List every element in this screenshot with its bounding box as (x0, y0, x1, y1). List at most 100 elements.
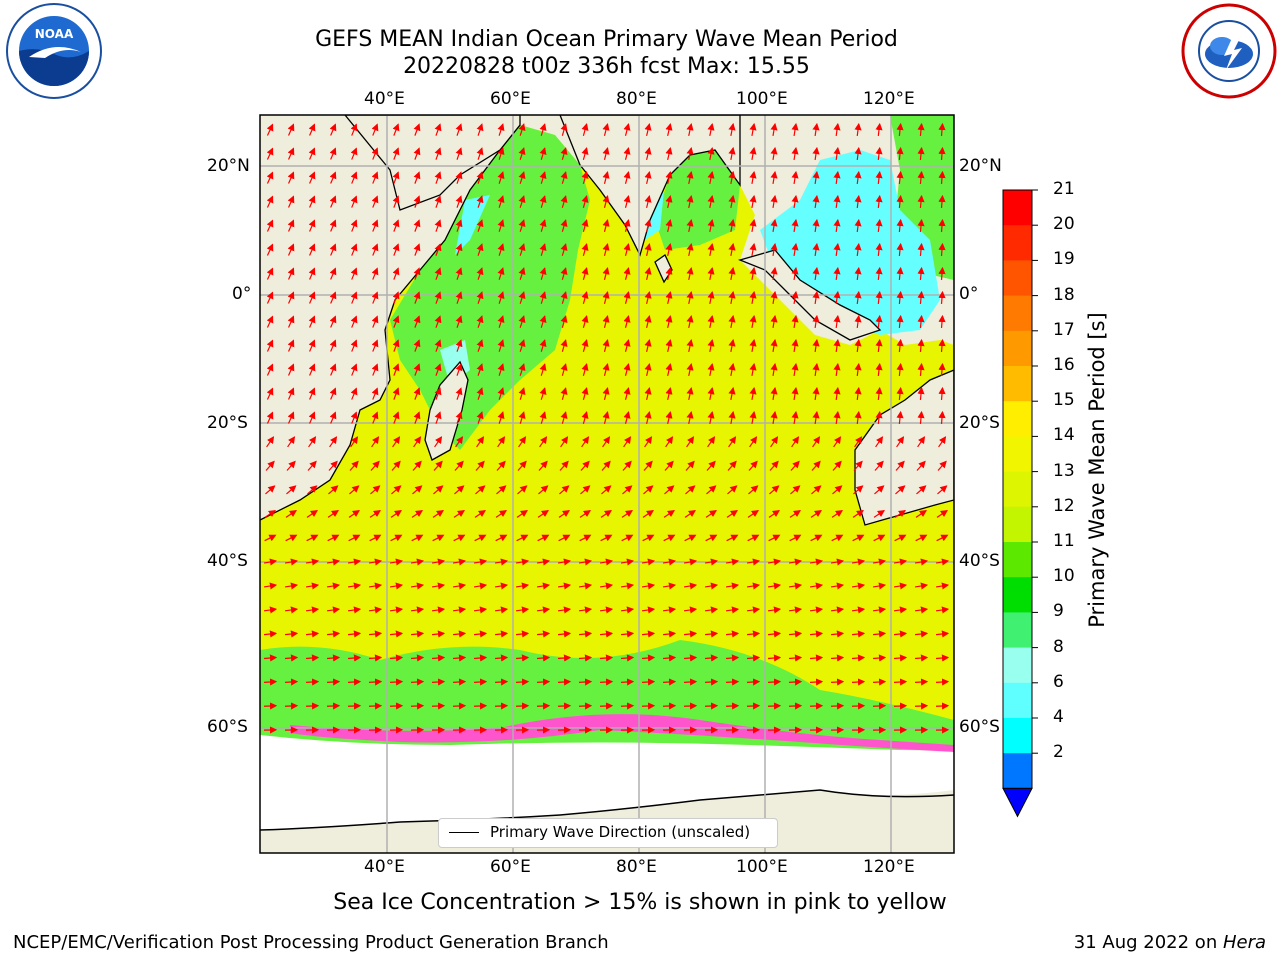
wave-arrow (308, 387, 316, 400)
colorbar-tick-label: 2 (1053, 742, 1064, 763)
wave-arrow (644, 387, 652, 400)
wave-arrow (664, 485, 675, 495)
wave-arrow (475, 485, 486, 495)
wave-arrow (287, 219, 295, 232)
colorbar-tick-label: 6 (1053, 671, 1064, 692)
wave-arrow (935, 678, 950, 686)
wave-arrow (620, 702, 635, 710)
wave-arrow (581, 267, 589, 280)
wave-arrow (875, 436, 884, 448)
wave-arrow (410, 702, 425, 710)
wave-arrow (350, 123, 358, 136)
wave-arrow (454, 485, 465, 495)
wave-arrow (854, 242, 862, 257)
wave-arrow (476, 219, 484, 232)
wave-arrow (455, 363, 463, 376)
wave-arrow (644, 147, 652, 160)
wave-arrow (728, 242, 736, 257)
wave-arrow (896, 338, 904, 353)
wave-arrow (854, 122, 862, 137)
wave-arrow (266, 411, 274, 424)
wave-arrow (392, 195, 400, 208)
wave-arrow (665, 266, 673, 280)
wave-arrow (852, 534, 865, 542)
wave-arrow (728, 194, 736, 209)
wave-arrow (770, 146, 778, 161)
wave-arrow (560, 436, 569, 448)
wave-arrow (642, 534, 655, 542)
wave-arrow (875, 218, 883, 233)
wave-arrow (263, 630, 278, 638)
wave-arrow (308, 219, 316, 232)
wave-arrow (326, 558, 341, 566)
wave-arrow (705, 509, 717, 518)
wave-arrow (453, 509, 465, 518)
wave-arrow (371, 387, 379, 400)
wave-arrow (917, 338, 925, 353)
wave-arrow (791, 122, 799, 137)
wave-arrow (558, 509, 570, 518)
wave-arrow (896, 362, 904, 377)
wave-arrow (581, 195, 589, 208)
wave-arrow (518, 219, 526, 232)
wave-arrow (284, 654, 299, 662)
wave-arrow (770, 338, 778, 353)
wave-arrow (833, 314, 841, 329)
wave-arrow (854, 266, 862, 281)
wave-arrow (917, 242, 925, 257)
wave-arrow (392, 219, 400, 232)
wave-arrow (515, 630, 530, 638)
wave-arrow (287, 171, 295, 184)
wave-arrow (893, 654, 908, 662)
wave-arrow (937, 485, 948, 495)
wave-arrow (539, 219, 547, 232)
wave-arrow (434, 387, 442, 400)
wave-arrow (329, 315, 337, 328)
wave-arrow (497, 171, 505, 184)
wave-arrow (263, 678, 278, 686)
wave-arrow (389, 678, 404, 686)
wave-arrow (746, 558, 761, 566)
wave-arrow (683, 678, 698, 686)
wave-arrow (476, 363, 484, 376)
wave-arrow (602, 147, 610, 160)
wave-arrow (684, 534, 697, 542)
wave-arrow (308, 267, 316, 280)
wave-arrow (728, 266, 736, 281)
wave-arrow (371, 411, 379, 424)
wave-arrow (833, 242, 841, 257)
wave-arrow (749, 170, 757, 185)
wave-arrow (854, 218, 862, 233)
wave-arrow (683, 606, 698, 614)
wave-arrow (831, 509, 843, 518)
wave-arrow (559, 460, 569, 471)
wave-arrow (707, 386, 715, 400)
wave-arrow (306, 534, 319, 542)
wave-arrow (371, 171, 379, 184)
wave-arrow (455, 291, 463, 304)
wave-arrow (432, 534, 445, 542)
wave-arrow (749, 410, 757, 425)
wave-arrow (518, 291, 526, 304)
wave-arrow (788, 558, 803, 566)
wave-arrow (938, 146, 946, 161)
wave-arrow (728, 436, 737, 448)
wave-arrow (746, 654, 761, 662)
wave-arrow (286, 485, 297, 495)
wave-arrow (305, 654, 320, 662)
lat-tick-left-20s: 20°S (207, 413, 248, 433)
wave-arrow (497, 363, 505, 376)
ocean-green-south (260, 640, 954, 750)
wave-arrow (809, 582, 824, 590)
wave-arrow (707, 242, 715, 256)
wave-arrow (494, 558, 509, 566)
wave-arrow (599, 582, 614, 590)
wave-arrow (476, 387, 484, 400)
wave-arrow (601, 485, 612, 495)
wave-arrow (308, 123, 316, 136)
wave-arrow (263, 558, 278, 566)
wave-arrow (623, 195, 631, 208)
wave-arrow (494, 606, 509, 614)
wave-arrow (685, 485, 696, 495)
wave-arrow (707, 436, 716, 448)
